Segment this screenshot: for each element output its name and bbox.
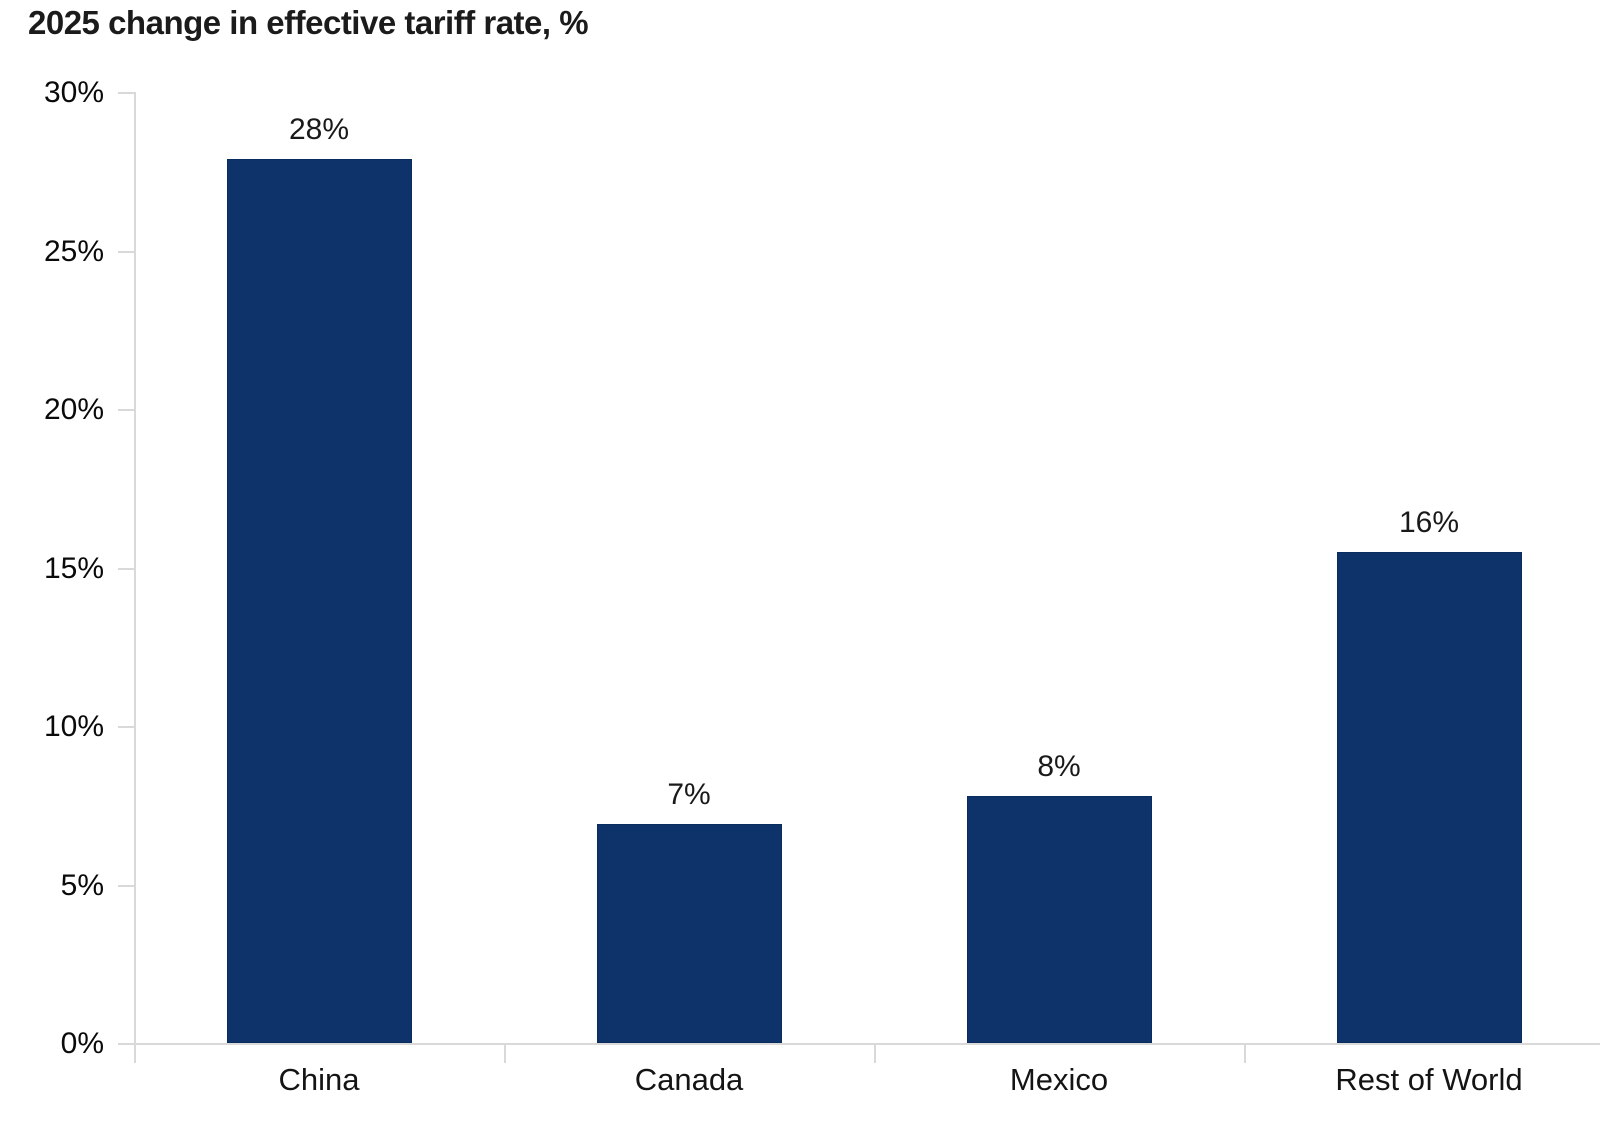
- x-axis-label-rest-of-world: Rest of World: [1335, 1062, 1523, 1097]
- y-axis-tick-label: 5%: [60, 868, 104, 902]
- y-axis-tick-label: 10%: [43, 710, 104, 743]
- y-axis-tick: [118, 92, 134, 94]
- y-axis-tick: [118, 884, 134, 887]
- bar-value-label-mexico: 8%: [1037, 749, 1081, 783]
- y-axis-tick-label: 0%: [60, 1027, 104, 1060]
- x-axis-line: [134, 1043, 1600, 1045]
- y-axis-tick: [118, 567, 134, 570]
- bar-value-label-canada: 7%: [667, 778, 711, 812]
- bar-value-label-rest-of-world: 16%: [1398, 505, 1460, 539]
- bar-canada: [596, 824, 782, 1043]
- x-axis-label-mexico: Mexico: [1009, 1062, 1109, 1097]
- bar-rest-of-world: [1336, 551, 1522, 1043]
- x-axis-tick: [1244, 1045, 1246, 1063]
- x-axis-label-canada: Canada: [634, 1062, 744, 1097]
- chart-title: 2025 change in effective tariff rate, %: [28, 4, 589, 41]
- y-axis-tick-label: 25%: [43, 234, 104, 268]
- y-axis-line: [134, 92, 136, 1045]
- y-axis-tick: [118, 250, 134, 253]
- y-axis-tick: [118, 1043, 134, 1045]
- y-axis-tick: [118, 409, 134, 411]
- x-axis-tick: [874, 1045, 876, 1063]
- x-axis-tick: [134, 1045, 136, 1063]
- y-axis-tick-label: 30%: [43, 76, 104, 109]
- bar-value-label-china: 28%: [288, 112, 350, 146]
- bar-china: [226, 158, 412, 1043]
- x-axis-tick: [504, 1045, 506, 1063]
- bar-mexico: [966, 795, 1152, 1043]
- x-axis-label-china: China: [278, 1062, 360, 1097]
- y-axis-tick: [118, 726, 134, 728]
- y-axis-tick-label: 15%: [43, 551, 104, 585]
- y-axis-tick-label: 20%: [43, 393, 104, 426]
